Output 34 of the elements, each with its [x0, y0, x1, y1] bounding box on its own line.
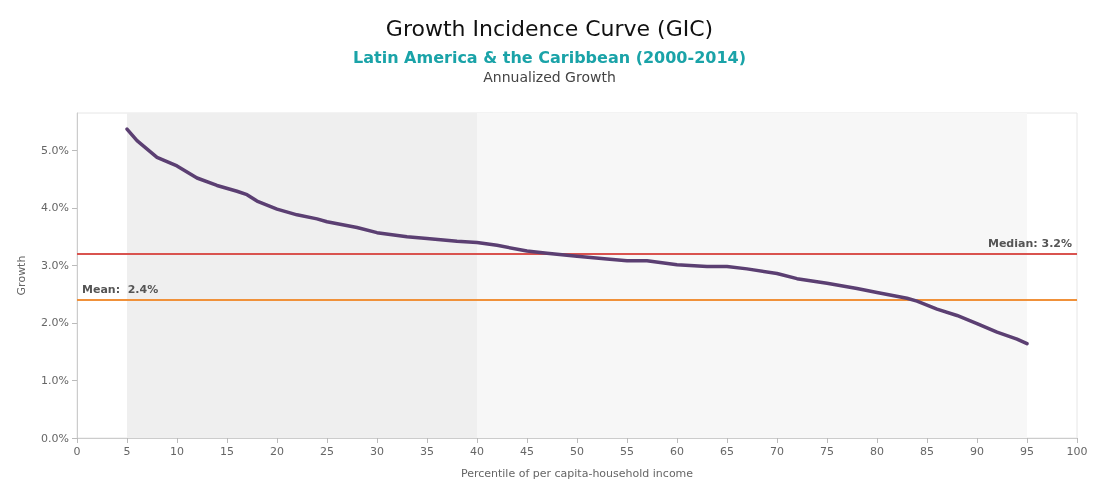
x-tick-label: 95	[1020, 445, 1034, 458]
x-tick-label: 100	[1066, 445, 1088, 458]
x-tick-label: 50	[570, 445, 584, 458]
x-tick-label: 20	[270, 445, 284, 458]
x-tick-label: 60	[670, 445, 684, 458]
chart-title: Growth Incidence Curve (GIC)	[385, 15, 714, 41]
x-tick-label: 75	[820, 445, 834, 458]
x-tick-label: 30	[370, 445, 384, 458]
y-tick-label: 0.0%	[41, 431, 69, 445]
x-tick-label: 45	[520, 445, 534, 458]
x-tick-label: 55	[620, 445, 634, 458]
x-axis-title: Percentile of per capita-household income	[460, 467, 694, 480]
y-axis-title: Growth	[15, 255, 28, 296]
y-tick-label: 5.0%	[41, 143, 69, 157]
y-tick-label: 1.0%	[41, 373, 69, 387]
x-tick-label: 5	[123, 445, 131, 458]
x-tick-label: 90	[970, 445, 984, 458]
x-tick-label: 10	[170, 445, 184, 458]
x-tick-label: 80	[870, 445, 884, 458]
x-tick-label: 0	[73, 445, 81, 458]
ref-line-label: Median: 3.2%	[987, 236, 1072, 250]
text: Annualized Growth	[483, 69, 616, 85]
x-tick-label: 85	[920, 445, 934, 458]
x-tick-label: 25	[320, 445, 334, 458]
x-tick-label: 40	[470, 445, 484, 458]
x-tick-label: 35	[420, 445, 434, 458]
chart-subtitle: Latin America & the Caribbean (2000-2014)	[353, 47, 746, 67]
x-tick-label: 15	[220, 445, 234, 458]
y-tick-label: 4.0%	[41, 201, 69, 215]
y-tick-label: 3.0%	[41, 258, 69, 272]
y-tick-label: 2.0%	[41, 316, 69, 330]
x-tick-label: 65	[720, 445, 734, 458]
ref-line-label: Mean: 2.4%	[82, 282, 159, 296]
x-tick-label: 70	[770, 445, 784, 458]
